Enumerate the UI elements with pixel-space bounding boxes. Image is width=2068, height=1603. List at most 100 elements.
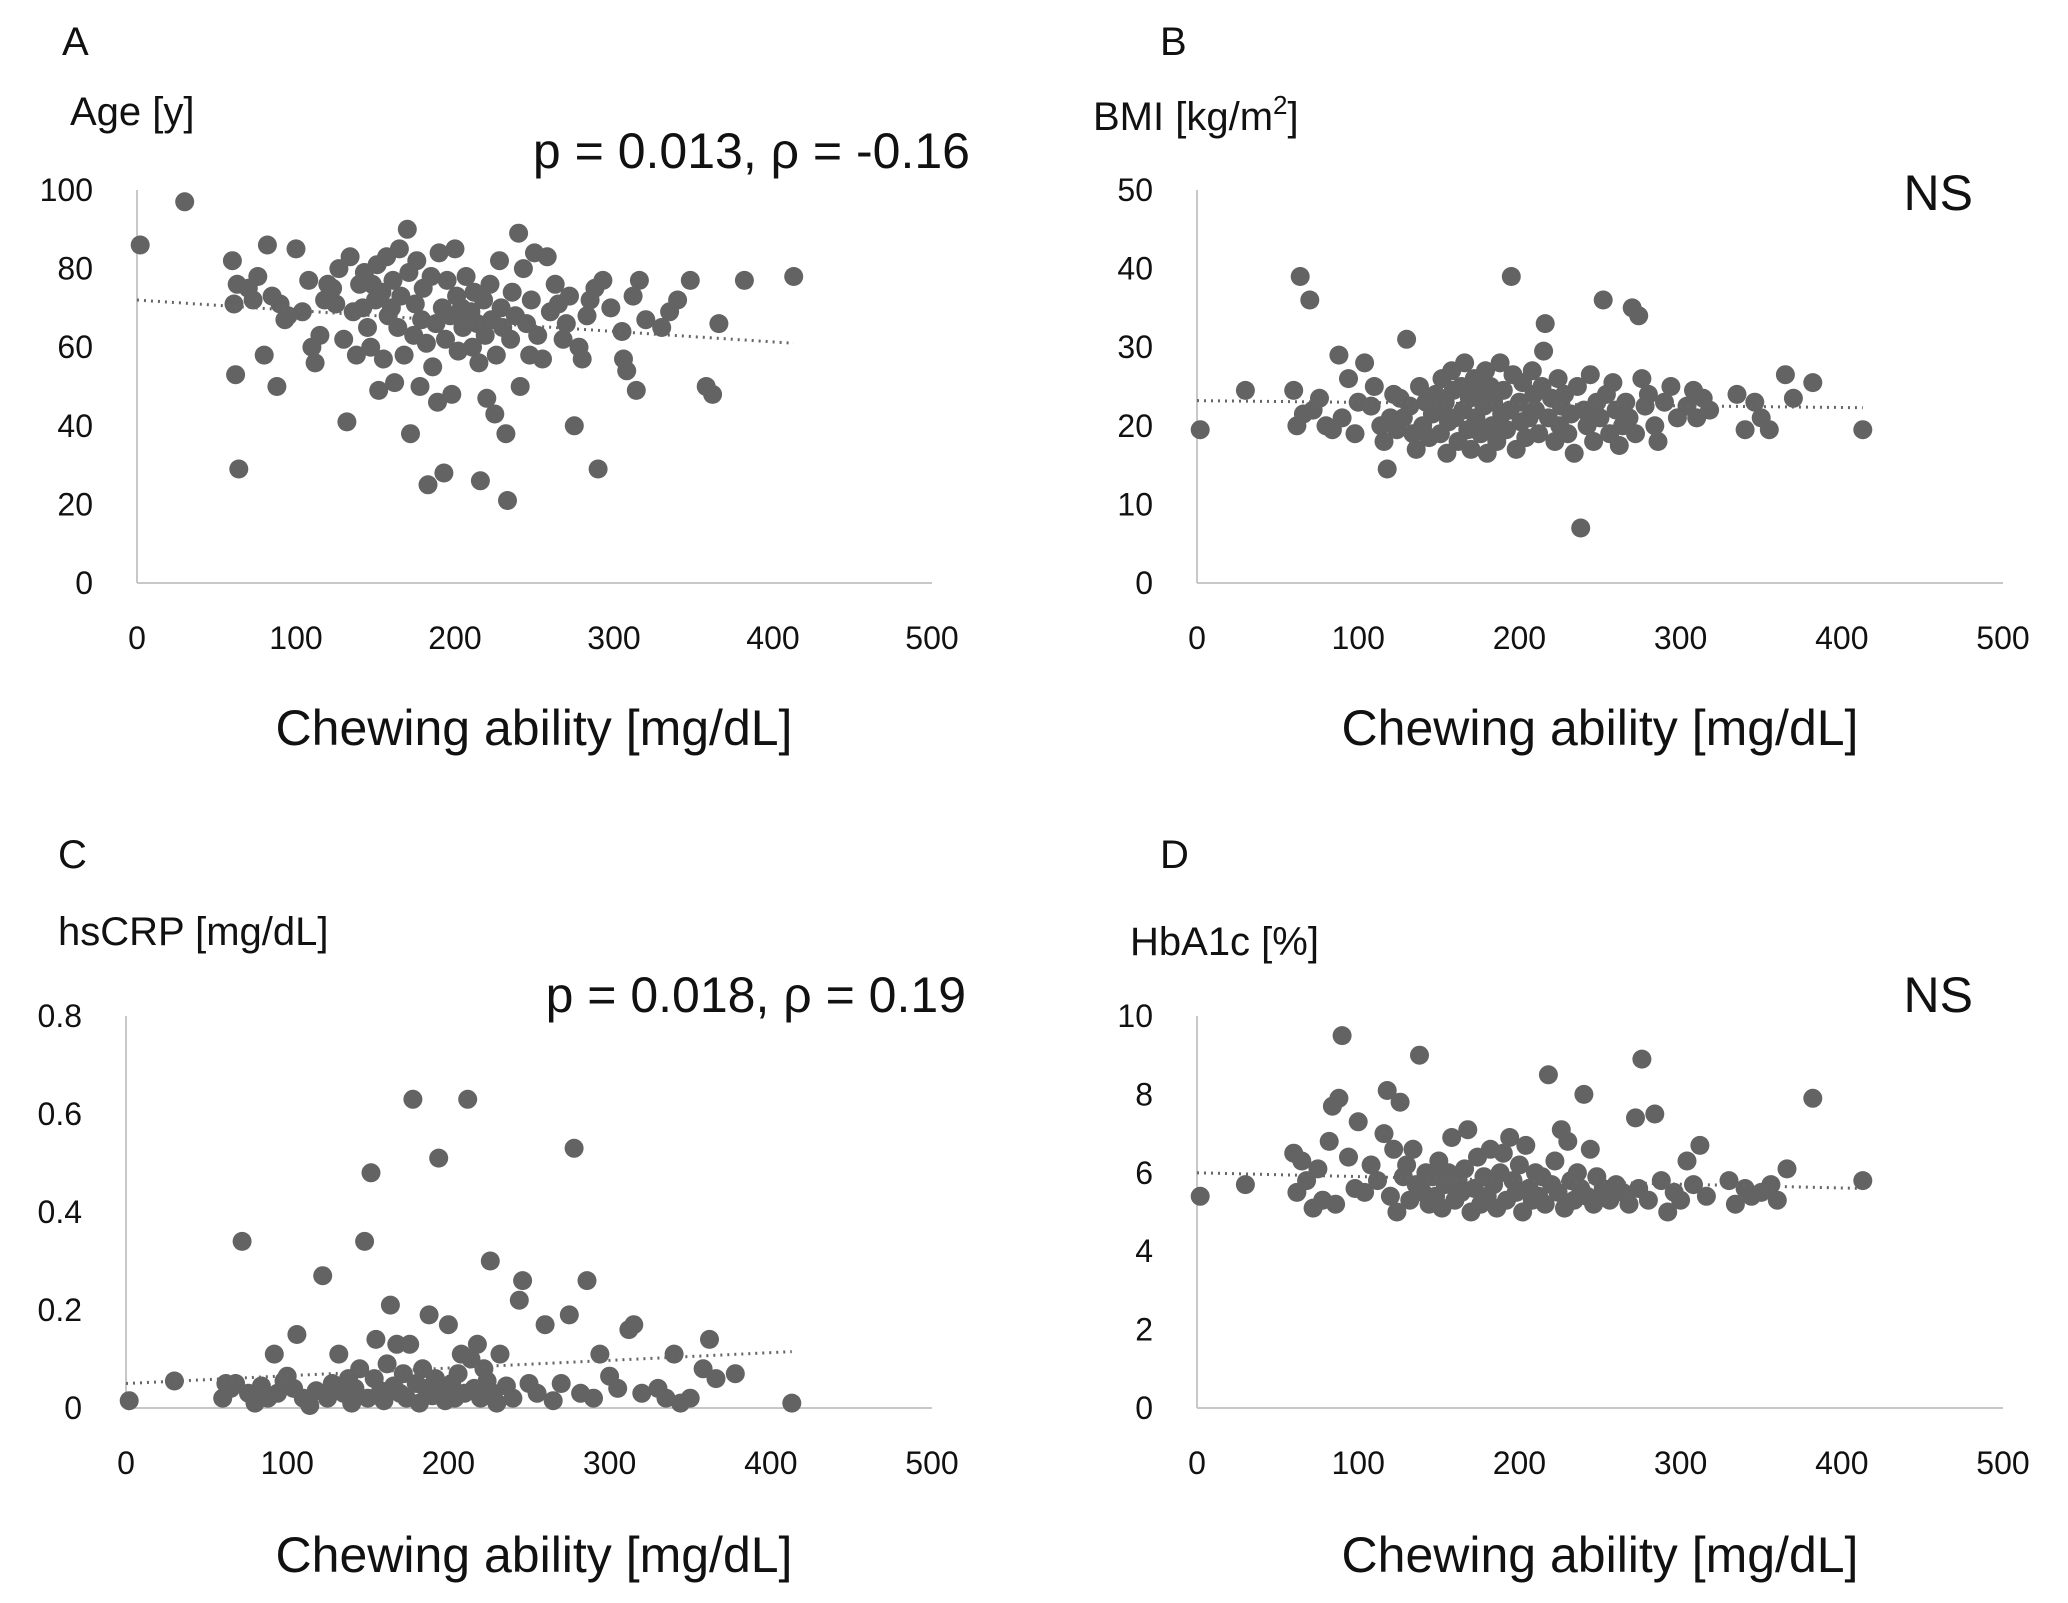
trend-line — [136, 298, 794, 345]
data-point — [380, 1295, 400, 1315]
data-point — [1493, 380, 1513, 400]
data-point — [725, 1364, 745, 1384]
data-point — [490, 251, 509, 271]
data-point — [232, 1231, 252, 1251]
data-point — [421, 267, 441, 286]
data-point — [397, 219, 417, 239]
data-point — [1767, 1190, 1787, 1210]
data-point — [1374, 1124, 1394, 1144]
data-point — [1406, 439, 1426, 459]
data-point — [1638, 1190, 1658, 1210]
data-point — [1319, 1131, 1339, 1151]
data-point — [487, 1393, 507, 1413]
data-point — [377, 1354, 397, 1374]
panel-letter: D — [1160, 833, 1189, 877]
stat-annotation: p = 0.013, ρ = -0.16 — [533, 123, 970, 179]
data-point — [1300, 290, 1320, 310]
data-point — [528, 325, 548, 345]
data-point — [1384, 1139, 1404, 1159]
data-point — [337, 412, 357, 432]
data-point — [556, 314, 576, 334]
data-point — [1458, 1120, 1478, 1140]
data-point — [1368, 1171, 1387, 1191]
data-point — [429, 243, 449, 263]
stat-annotation: NS — [1904, 967, 1973, 1023]
data-point — [329, 1344, 349, 1364]
data-point — [784, 267, 804, 286]
data-point — [1442, 1128, 1462, 1147]
data-point — [543, 1391, 563, 1411]
data-point — [448, 341, 468, 361]
data-point — [1332, 1026, 1352, 1046]
data-point — [243, 290, 263, 310]
y-tick-label: 20 — [57, 486, 93, 522]
y-tick-label: 2 — [1135, 1312, 1153, 1348]
data-point — [373, 349, 393, 369]
y-axis-label: hsCRP [mg/dL] — [58, 910, 329, 954]
data-point — [1548, 1182, 1568, 1202]
data-point — [287, 1325, 307, 1344]
data-point — [419, 1305, 439, 1325]
data-point — [1632, 1049, 1652, 1069]
data-point — [248, 267, 268, 286]
data-point — [577, 1271, 597, 1291]
data-point — [1377, 459, 1397, 479]
data-point — [509, 1290, 529, 1310]
data-point — [535, 1315, 555, 1335]
data-point — [391, 286, 411, 306]
data-point — [383, 270, 403, 290]
data-point — [623, 286, 643, 306]
data-point — [318, 1388, 337, 1408]
x-tick-label: 500 — [905, 620, 958, 656]
data-point — [1190, 1186, 1210, 1206]
data-point — [346, 345, 366, 365]
data-point — [1355, 353, 1375, 373]
data-point — [374, 1391, 394, 1411]
x-axis-label: Chewing ability [mg/dL] — [1342, 700, 1859, 756]
data-point — [1603, 373, 1623, 393]
y-tick-label: 8 — [1135, 1076, 1153, 1112]
data-point — [461, 1349, 481, 1369]
x-axis-label: Chewing ability [mg/dL] — [1342, 1527, 1859, 1583]
data-point — [438, 1315, 458, 1335]
data-point — [1574, 1084, 1594, 1104]
data-point — [1803, 1088, 1823, 1108]
y-axis-label: HbA1c [%] — [1130, 920, 1319, 964]
data-point — [164, 1371, 184, 1391]
x-tick-label: 0 — [1188, 620, 1206, 656]
data-point — [1329, 345, 1349, 365]
trend-line — [1196, 399, 1863, 410]
data-point — [1783, 388, 1803, 408]
x-tick-label: 200 — [422, 1445, 475, 1481]
data-point — [1493, 1143, 1513, 1163]
data-point — [345, 1378, 365, 1398]
y-tick-label: 0 — [1135, 565, 1153, 601]
data-point — [480, 1251, 500, 1271]
y-tick-label: 0.8 — [38, 998, 82, 1034]
data-point — [1658, 1202, 1678, 1222]
x-tick-label: 500 — [1976, 620, 2029, 656]
data-point — [553, 329, 573, 349]
data-point — [527, 1383, 547, 1403]
data-point — [624, 1315, 644, 1335]
data-point — [1455, 353, 1475, 373]
data-point — [1671, 1190, 1691, 1210]
y-tick-label: 0 — [64, 1390, 82, 1426]
data-point — [445, 239, 465, 259]
data-point — [405, 294, 425, 314]
data-point — [502, 282, 522, 302]
data-point — [664, 1344, 684, 1364]
data-point — [474, 290, 494, 310]
data-point — [510, 377, 530, 396]
x-tick-label: 100 — [261, 1445, 314, 1481]
x-tick-label: 0 — [128, 620, 146, 656]
data-point — [355, 1231, 375, 1251]
data-point — [226, 365, 246, 385]
data-point — [1332, 408, 1352, 428]
x-tick-label: 400 — [746, 620, 799, 656]
data-point — [1535, 314, 1555, 334]
data-point — [1548, 369, 1568, 389]
data-point — [513, 259, 533, 279]
